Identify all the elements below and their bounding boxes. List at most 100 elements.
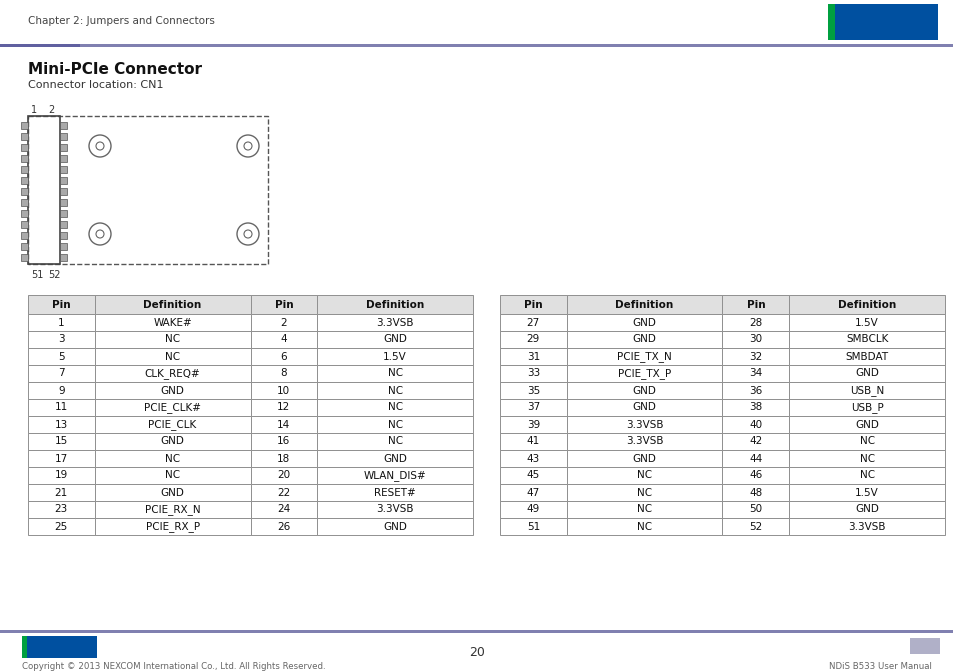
Text: 14: 14 (277, 419, 291, 429)
Bar (721, 518, 788, 535)
Bar (788, 348, 944, 365)
Bar (28, 467, 94, 484)
Text: SMBDAT: SMBDAT (844, 351, 888, 362)
Bar (721, 416, 788, 433)
Bar (251, 399, 317, 416)
Text: 25: 25 (54, 521, 68, 532)
Bar (251, 416, 317, 433)
Bar (499, 365, 566, 382)
Text: NC: NC (859, 437, 874, 446)
Bar (499, 433, 566, 450)
Text: 20: 20 (277, 470, 290, 480)
Text: 10: 10 (277, 386, 290, 396)
Bar (251, 365, 317, 382)
Text: PCIE_CLK: PCIE_CLK (149, 419, 196, 430)
Text: 41: 41 (526, 437, 539, 446)
Text: 1.5V: 1.5V (383, 351, 407, 362)
Bar (0, 630, 953, 672)
Text: 3.3VSB: 3.3VSB (376, 505, 414, 515)
Bar (60, 243, 67, 249)
Bar (94, 467, 251, 484)
Bar (499, 416, 566, 433)
Bar (22, 636, 27, 658)
Text: GND: GND (160, 386, 184, 396)
Bar (94, 365, 251, 382)
Text: Pin: Pin (746, 300, 764, 310)
Text: USB_P: USB_P (850, 402, 882, 413)
Bar (28, 399, 94, 416)
Bar (94, 433, 251, 450)
Bar (60, 166, 67, 173)
Bar (499, 518, 566, 535)
Text: Definition: Definition (143, 300, 201, 310)
Text: NC: NC (387, 368, 402, 378)
Bar (499, 450, 566, 467)
Text: 35: 35 (526, 386, 539, 396)
Bar (21, 144, 28, 151)
Text: NDiS B533 User Manual: NDiS B533 User Manual (828, 662, 931, 671)
Bar (21, 133, 28, 140)
Text: 3.3VSB: 3.3VSB (376, 317, 414, 327)
Bar (94, 348, 251, 365)
Text: GND: GND (632, 335, 656, 345)
Text: 20: 20 (469, 646, 484, 659)
Bar (21, 177, 28, 184)
Bar (251, 484, 317, 501)
Text: CLK_REQ#: CLK_REQ# (145, 368, 200, 379)
Bar (251, 433, 317, 450)
Bar (788, 295, 944, 314)
Text: GND: GND (632, 386, 656, 396)
Bar (566, 450, 721, 467)
Text: 12: 12 (277, 403, 291, 413)
Text: PCIE_TX_N: PCIE_TX_N (617, 351, 671, 362)
Text: GND: GND (632, 403, 656, 413)
Bar (28, 365, 94, 382)
Bar (566, 365, 721, 382)
Text: 15: 15 (54, 437, 68, 446)
Text: 50: 50 (748, 505, 761, 515)
Text: Pin: Pin (52, 300, 71, 310)
Bar (566, 314, 721, 331)
Text: GND: GND (383, 521, 407, 532)
Text: Pin: Pin (523, 300, 542, 310)
Text: 7: 7 (58, 368, 65, 378)
Text: X: X (50, 642, 58, 652)
Text: NC: NC (165, 351, 180, 362)
Bar (499, 484, 566, 501)
Text: X: X (865, 13, 879, 31)
Text: Definition: Definition (837, 300, 895, 310)
Text: 34: 34 (748, 368, 761, 378)
Text: GND: GND (383, 335, 407, 345)
Bar (788, 484, 944, 501)
Text: 46: 46 (748, 470, 761, 480)
Bar (0, 44, 80, 47)
Bar (317, 314, 473, 331)
Text: 3.3VSB: 3.3VSB (847, 521, 885, 532)
Text: NC: NC (165, 470, 180, 480)
Text: 36: 36 (748, 386, 761, 396)
Bar (60, 187, 67, 195)
Bar (788, 518, 944, 535)
Bar (94, 501, 251, 518)
Bar (788, 399, 944, 416)
Text: NC: NC (387, 419, 402, 429)
Bar (721, 399, 788, 416)
Bar (251, 348, 317, 365)
Text: GND: GND (632, 454, 656, 464)
Bar (28, 416, 94, 433)
Text: 1.5V: 1.5V (854, 317, 878, 327)
Bar (566, 331, 721, 348)
Text: Copyright © 2013 NEXCOM International Co., Ltd. All Rights Reserved.: Copyright © 2013 NEXCOM International Co… (22, 662, 325, 671)
Bar (251, 331, 317, 348)
Bar (721, 382, 788, 399)
Bar (827, 4, 937, 40)
Text: 19: 19 (54, 470, 68, 480)
Bar (317, 416, 473, 433)
Bar (317, 467, 473, 484)
Bar (721, 501, 788, 518)
Bar (21, 220, 28, 228)
Bar (317, 450, 473, 467)
Text: 26: 26 (277, 521, 291, 532)
Text: PCIE_CLK#: PCIE_CLK# (144, 402, 201, 413)
Text: 47: 47 (526, 487, 539, 497)
